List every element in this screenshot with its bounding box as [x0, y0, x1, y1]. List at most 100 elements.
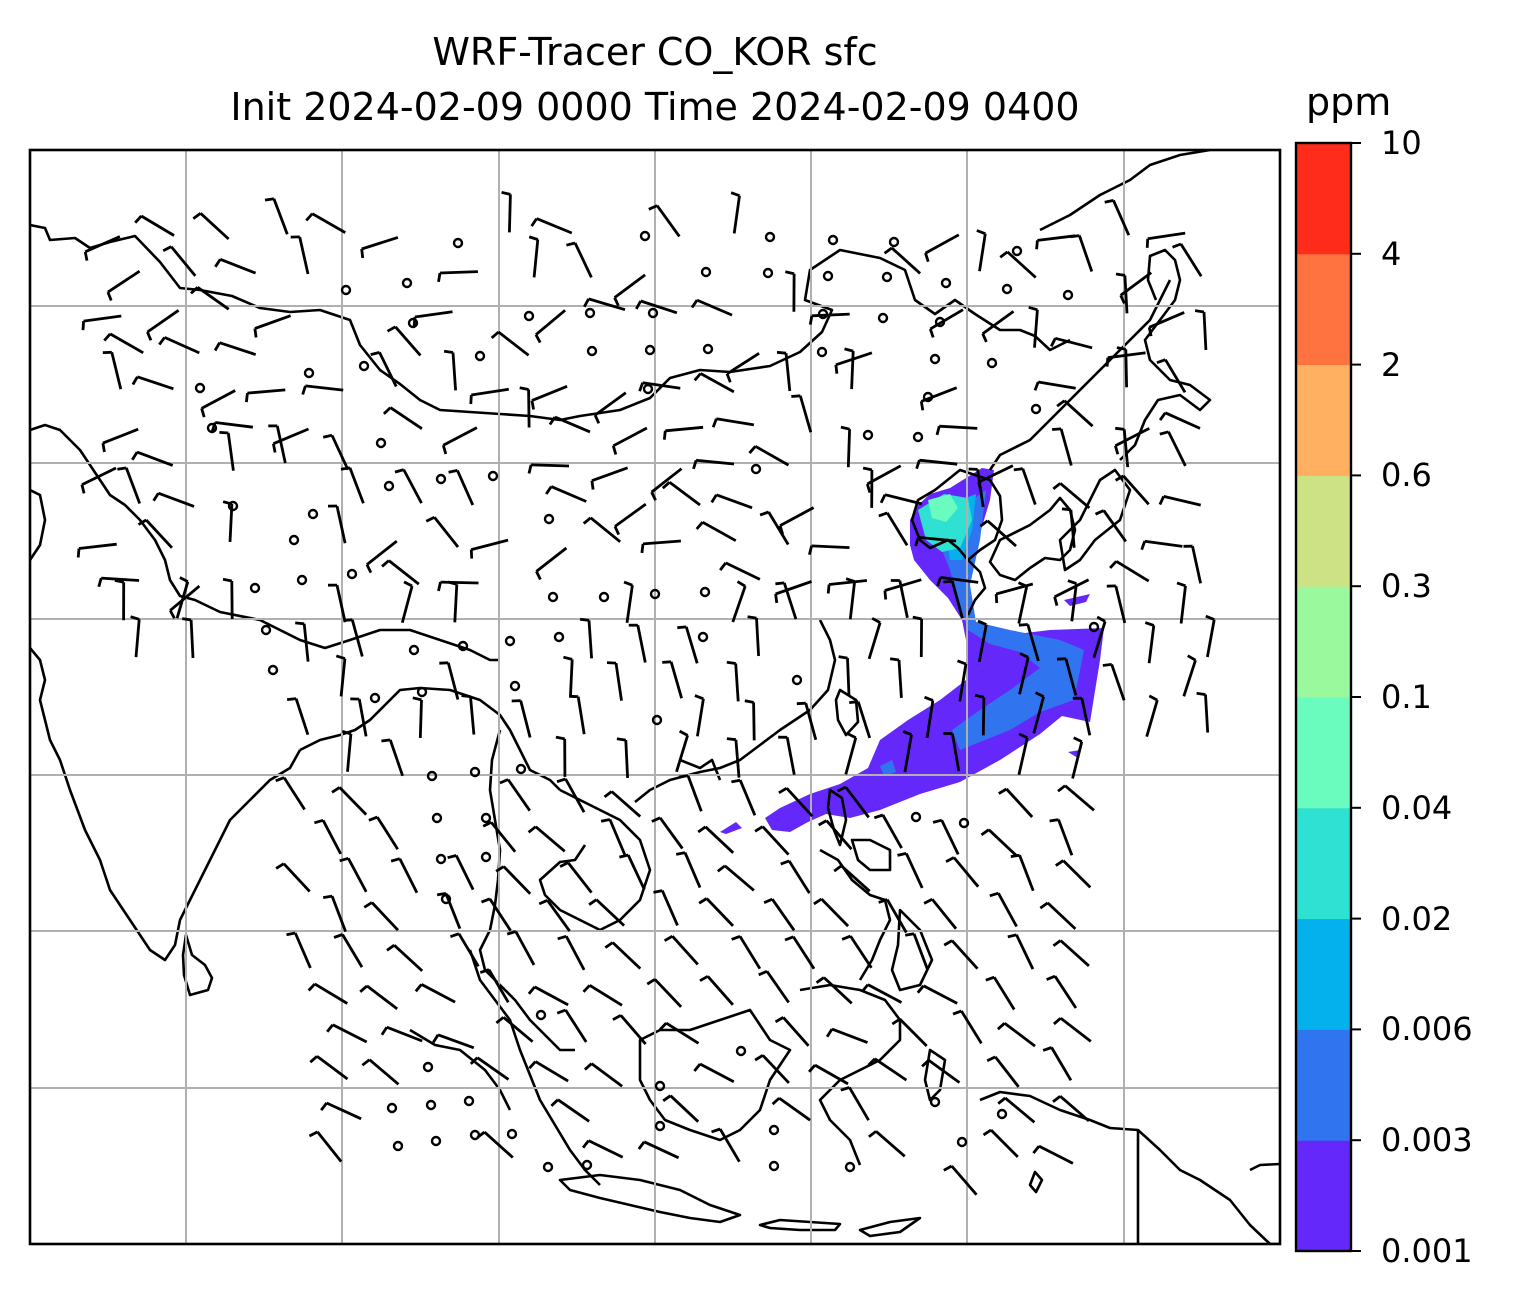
wind-barb-staff [696, 698, 705, 737]
wind-barb-staff [848, 581, 856, 620]
wind-barb-flag [245, 392, 249, 403]
wind-barb-flag [758, 970, 768, 977]
wind-barb-staff [732, 195, 741, 234]
wind-barb-calm [912, 431, 924, 443]
wind-barb-flag [924, 695, 934, 702]
wind-barb-staff [595, 898, 626, 927]
wind-barb-flag [275, 862, 285, 870]
wind-barb-flag [210, 422, 217, 432]
wind-barb-flag [134, 215, 143, 224]
wind-barb-flag [1052, 939, 1062, 947]
wind-barb-staff [822, 976, 853, 1005]
wind-barb-flag [678, 729, 689, 737]
wind-barb-staff [591, 466, 629, 483]
wind-barb-staff [1202, 311, 1208, 350]
wind-barb-staff [81, 466, 117, 486]
wind-barb-staff [844, 786, 870, 819]
wind-barb-staff [305, 384, 344, 392]
wind-barb-calm [647, 307, 659, 319]
wind-barb-staff [350, 619, 364, 657]
wind-barb-flag [662, 660, 672, 664]
wind-barb-calm [700, 266, 712, 278]
wind-barb-staff [282, 862, 311, 893]
wind-barb-flag [530, 217, 538, 227]
wind-barb-staff [215, 421, 254, 429]
wind-barb-staff [589, 516, 622, 543]
wind-barb-flag [711, 418, 718, 428]
wind-barb-flag [865, 483, 872, 494]
wind-barb-flag [131, 451, 139, 461]
wind-barb-flag [363, 901, 373, 909]
wind-barb-staff [671, 935, 699, 966]
colorbar-tick-label: 0.3 [1381, 567, 1432, 606]
wind-barb-staff [110, 351, 123, 390]
wind-barb-flag [534, 334, 542, 344]
wind-barb-flag [341, 729, 352, 736]
wind-barb-flag [295, 621, 305, 626]
wind-barb-staff [339, 658, 347, 697]
wind-barb-flag [635, 300, 642, 310]
wind-barb-flag [825, 1028, 834, 1038]
wind-barb-flag [162, 245, 172, 253]
wind-barb-flag [943, 580, 953, 584]
wind-barb-calm [509, 680, 521, 692]
wind-barb-flag [1104, 199, 1114, 204]
wind-barb-flag [527, 464, 533, 474]
wind-barb-flag [1018, 732, 1028, 740]
wind-barb-staff [884, 493, 923, 506]
wind-barb-staff [508, 194, 512, 233]
wind-barb-staff [785, 787, 814, 818]
wind-barb-flag [106, 291, 113, 302]
wind-barb-flag [563, 655, 573, 661]
wind-barb-staff [771, 898, 796, 932]
wind-barb-staff [624, 740, 629, 779]
wind-barb-flag [495, 865, 505, 873]
wind-barb-staff [368, 1058, 400, 1086]
wind-barb-staff [588, 984, 623, 1007]
wind-barb-staff [1164, 411, 1201, 430]
wind-barb-calm [296, 574, 308, 586]
wind-barb-flag [730, 191, 740, 198]
wind-barb-staff [881, 814, 903, 849]
wind-barb-staff [335, 505, 347, 544]
wind-barb-flag [776, 350, 787, 355]
wind-barb-staff [444, 892, 462, 930]
wind-barb-staff [469, 696, 476, 735]
plume-level-1 [765, 468, 1104, 832]
colorbar-tick-label: 4 [1381, 234, 1402, 273]
wind-barb-flag [301, 385, 307, 395]
wind-barb-staff [226, 432, 235, 471]
wind-barb-flag [380, 1026, 388, 1036]
wind-barb-calm [452, 237, 464, 249]
wind-barb-staff [785, 737, 796, 775]
wind-barb-flag [130, 615, 140, 621]
wind-barb-staff [587, 1139, 624, 1159]
wind-barb-flag [889, 657, 900, 662]
wind-barb-calm [480, 812, 492, 824]
wind-barb-flag [604, 941, 614, 949]
wind-barb-staff [134, 619, 141, 658]
wind-barb-staff [636, 624, 647, 663]
colorbar-tick-label: 0.6 [1381, 456, 1432, 495]
wind-barb-staff [614, 662, 623, 701]
wind-barb-staff [228, 503, 234, 542]
wind-barb-staff [856, 701, 872, 739]
wind-barb-flag [390, 857, 401, 863]
wind-barb-flag [437, 272, 442, 283]
wind-barb-staff [1015, 934, 1035, 970]
wind-barb-staff [254, 314, 292, 330]
wind-barb-staff [950, 939, 979, 970]
wind-barb-staff [1026, 624, 1040, 662]
wind-barb-calm [958, 817, 970, 829]
wind-barb-flag [932, 818, 943, 824]
wind-barb-calm [474, 350, 486, 362]
wind-barb-flag [1147, 327, 1153, 337]
wind-barb-calm [827, 234, 839, 246]
wind-barb-calm [547, 591, 559, 603]
wind-barb-flag [490, 330, 500, 339]
wind-barb-staff [640, 299, 678, 315]
wind-barb-staff [1063, 399, 1094, 428]
wind-barb-calm [408, 644, 420, 656]
wind-barb-flag [1119, 294, 1126, 304]
wind-barb-flag [710, 494, 718, 504]
